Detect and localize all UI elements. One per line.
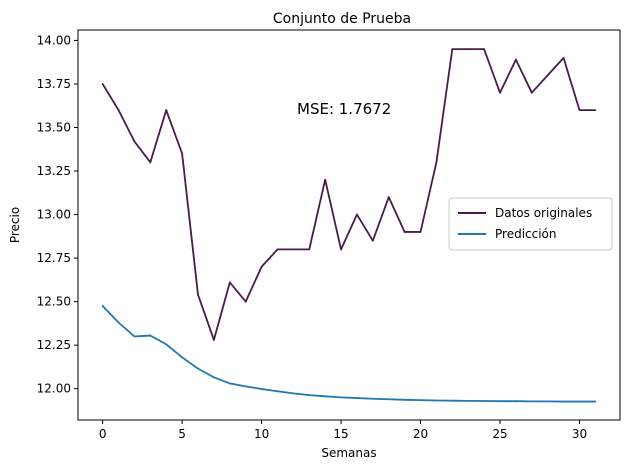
- y-axis: 12.00 12.25 12.50 12.75 13.00 13.25 13.50 13.75…: [37, 33, 78, 396]
- data-point-prediccion: [228, 382, 231, 385]
- chart-title: Conjunto de Prueba: [273, 11, 411, 27]
- data-point-prediccion: [356, 397, 358, 399]
- data-point-datos-originales: [149, 161, 152, 164]
- data-point-datos-originales: [308, 248, 311, 251]
- data-point-datos-originales: [371, 239, 374, 242]
- data-point-datos-originales: [530, 91, 533, 94]
- series-line-datos-originales: [101, 48, 596, 341]
- data-point-datos-originales: [387, 196, 390, 199]
- data-point-datos-originales: [133, 140, 136, 143]
- data-point-datos-originales: [419, 231, 422, 233]
- data-point-prediccion: [197, 367, 199, 370]
- data-point-datos-originales: [260, 265, 263, 268]
- data-point-prediccion: [133, 335, 136, 338]
- data-point-prediccion: [514, 400, 517, 403]
- data-point-datos-originales: [546, 74, 549, 77]
- data-point-prediccion: [530, 400, 533, 403]
- x-tick-label: 25: [492, 427, 507, 441]
- x-tick-label: 20: [413, 427, 428, 441]
- data-point-datos-originales: [483, 48, 485, 51]
- y-tick-label: 13.75: [37, 77, 71, 91]
- data-point-prediccion: [387, 398, 390, 401]
- data-point-prediccion: [435, 399, 438, 402]
- series-line-prediccion: [101, 305, 596, 403]
- data-point-prediccion: [308, 394, 311, 396]
- x-axis-label: Semanas: [321, 446, 376, 460]
- y-tick-label: 12.50: [37, 295, 71, 309]
- legend-box: [448, 197, 613, 251]
- data-point-datos-originales: [324, 178, 327, 181]
- data-point-datos-originales: [435, 161, 438, 164]
- legend-label-original: Datos originales: [495, 206, 592, 220]
- data-point-datos-originales: [594, 109, 597, 111]
- x-tick-label: 10: [254, 427, 269, 441]
- y-axis-label: Precio: [8, 207, 22, 243]
- y-tick-label: 14.00: [37, 33, 71, 47]
- x-tick-label: 5: [178, 427, 186, 441]
- data-point-datos-originales: [117, 109, 120, 111]
- data-point-datos-originales: [514, 58, 517, 61]
- data-point-datos-originales: [244, 300, 247, 303]
- data-point-datos-originales: [165, 109, 168, 111]
- data-point-prediccion: [117, 321, 120, 324]
- data-point-prediccion: [594, 400, 597, 403]
- x-tick-label: 30: [572, 427, 587, 441]
- data-point-prediccion: [340, 396, 342, 399]
- y-tick-label: 13.00: [37, 208, 71, 222]
- data-point-datos-originales: [403, 231, 406, 233]
- data-point-prediccion: [101, 305, 104, 307]
- data-point-prediccion: [165, 343, 168, 346]
- data-point-prediccion: [324, 395, 327, 398]
- plot-frame: [77, 29, 621, 421]
- data-point-prediccion: [483, 400, 485, 402]
- data-point-datos-originales: [213, 339, 215, 341]
- data-point-datos-originales: [292, 248, 295, 251]
- data-point-prediccion: [546, 400, 549, 403]
- data-point-datos-originales: [356, 213, 358, 216]
- data-point-prediccion: [260, 388, 263, 390]
- data-point-prediccion: [419, 399, 422, 402]
- y-tick-label: 13.50: [37, 121, 71, 135]
- data-point-prediccion: [292, 392, 295, 395]
- data-point-prediccion: [562, 400, 565, 403]
- data-point-datos-originales: [451, 48, 454, 51]
- y-tick-label: 13.25: [37, 164, 71, 178]
- data-point-prediccion: [244, 385, 247, 388]
- legend-label-prediction: Predicción: [495, 227, 557, 241]
- data-point-prediccion: [578, 400, 581, 403]
- data-point-prediccion: [467, 399, 470, 402]
- x-axis: 0 5 10 15 20 25 30: [99, 420, 587, 441]
- y-tick-label: 12.25: [37, 338, 71, 352]
- x-tick-label: 0: [99, 427, 107, 441]
- y-tick-label: 12.75: [37, 251, 71, 265]
- data-point-datos-originales: [101, 83, 104, 85]
- data-point-datos-originales: [340, 248, 342, 251]
- data-point-datos-originales: [181, 152, 184, 155]
- x-tick-label: 15: [333, 427, 348, 441]
- data-point-prediccion: [499, 400, 501, 403]
- legend: Datos originales Predicción: [448, 197, 613, 251]
- data-point-datos-originales: [562, 56, 565, 59]
- data-point-datos-originales: [276, 248, 279, 251]
- mse-annotation: MSE: 1.7672: [297, 100, 391, 118]
- data-point-prediccion: [276, 390, 279, 393]
- data-point-prediccion: [181, 356, 184, 359]
- data-point-datos-originales: [228, 281, 231, 284]
- data-point-prediccion: [451, 399, 454, 402]
- data-point-prediccion: [371, 397, 374, 400]
- data-point-prediccion: [213, 376, 215, 379]
- data-point-prediccion: [149, 334, 152, 337]
- data-point-datos-originales: [197, 293, 199, 296]
- data-point-datos-originales: [499, 91, 501, 94]
- data-point-datos-originales: [467, 48, 470, 51]
- data-point-datos-originales: [578, 109, 581, 111]
- data-point-prediccion: [403, 398, 406, 401]
- y-tick-label: 12.00: [37, 382, 71, 396]
